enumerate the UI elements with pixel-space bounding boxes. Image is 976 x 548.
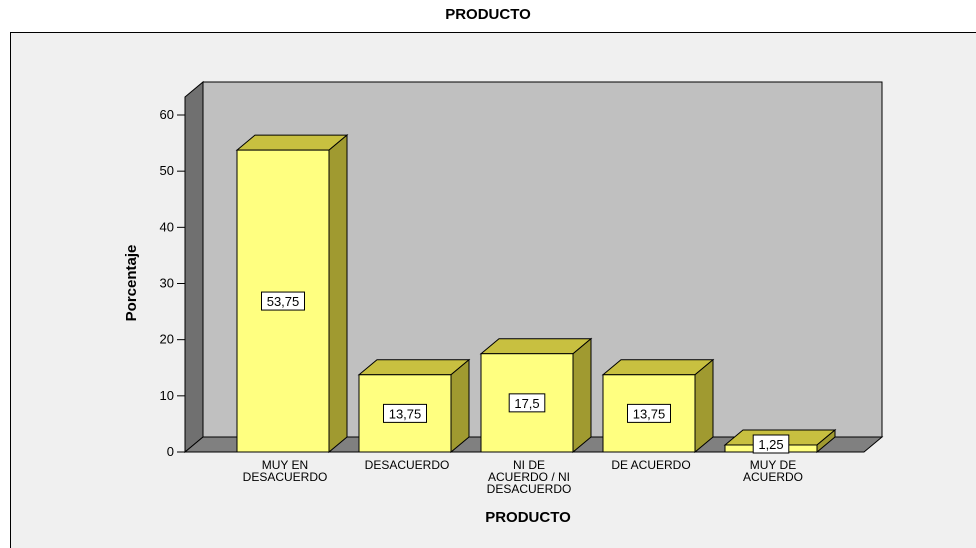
x-tick-label: MUY DE [750, 458, 796, 472]
x-tick-label: DESACUERDO [487, 482, 572, 496]
bar-top [601, 359, 715, 376]
chart-title: PRODUCTO [445, 6, 531, 23]
x-tick-label: DESACUERDO [365, 458, 450, 472]
y-tick-label: 60 [160, 107, 174, 122]
x-axis-title: PRODUCTO [485, 509, 571, 526]
x-tick-label: DE ACUERDO [611, 458, 690, 472]
y-tick-label: 50 [160, 163, 174, 178]
bar-top [479, 338, 593, 355]
x-tick-label: DESACUERDO [243, 470, 328, 484]
plot-left-wall [184, 80, 204, 454]
bar-top [357, 359, 471, 376]
bar-side [572, 337, 592, 454]
x-tick-label: ACUERDO [743, 470, 803, 484]
y-tick-label: 10 [160, 388, 174, 403]
y-tick-label: 40 [160, 219, 174, 234]
data-label-box [752, 434, 790, 454]
y-tick-label: 0 [167, 444, 174, 459]
bar-top [235, 134, 349, 151]
x-tick-label: NI DE [513, 458, 545, 472]
data-label-box [627, 403, 671, 423]
y-tick-label: 20 [160, 332, 174, 347]
data-label-box [383, 403, 427, 423]
x-tick-label: ACUERDO / NI [488, 470, 570, 484]
data-label: 13,75 [633, 406, 666, 421]
bar-side [450, 358, 470, 454]
x-tick-label: MUY EN [262, 458, 308, 472]
y-tick-label: 30 [160, 276, 174, 291]
y-axis-title: Porcentaje [123, 245, 140, 322]
data-label: 1,25 [758, 437, 783, 452]
data-label-box [508, 393, 546, 413]
data-label: 17,5 [514, 396, 539, 411]
bar-side [694, 358, 714, 454]
data-label: 13,75 [389, 406, 422, 421]
bar-side [328, 134, 348, 454]
data-label: 53,75 [267, 294, 300, 309]
data-label-box [261, 291, 305, 311]
